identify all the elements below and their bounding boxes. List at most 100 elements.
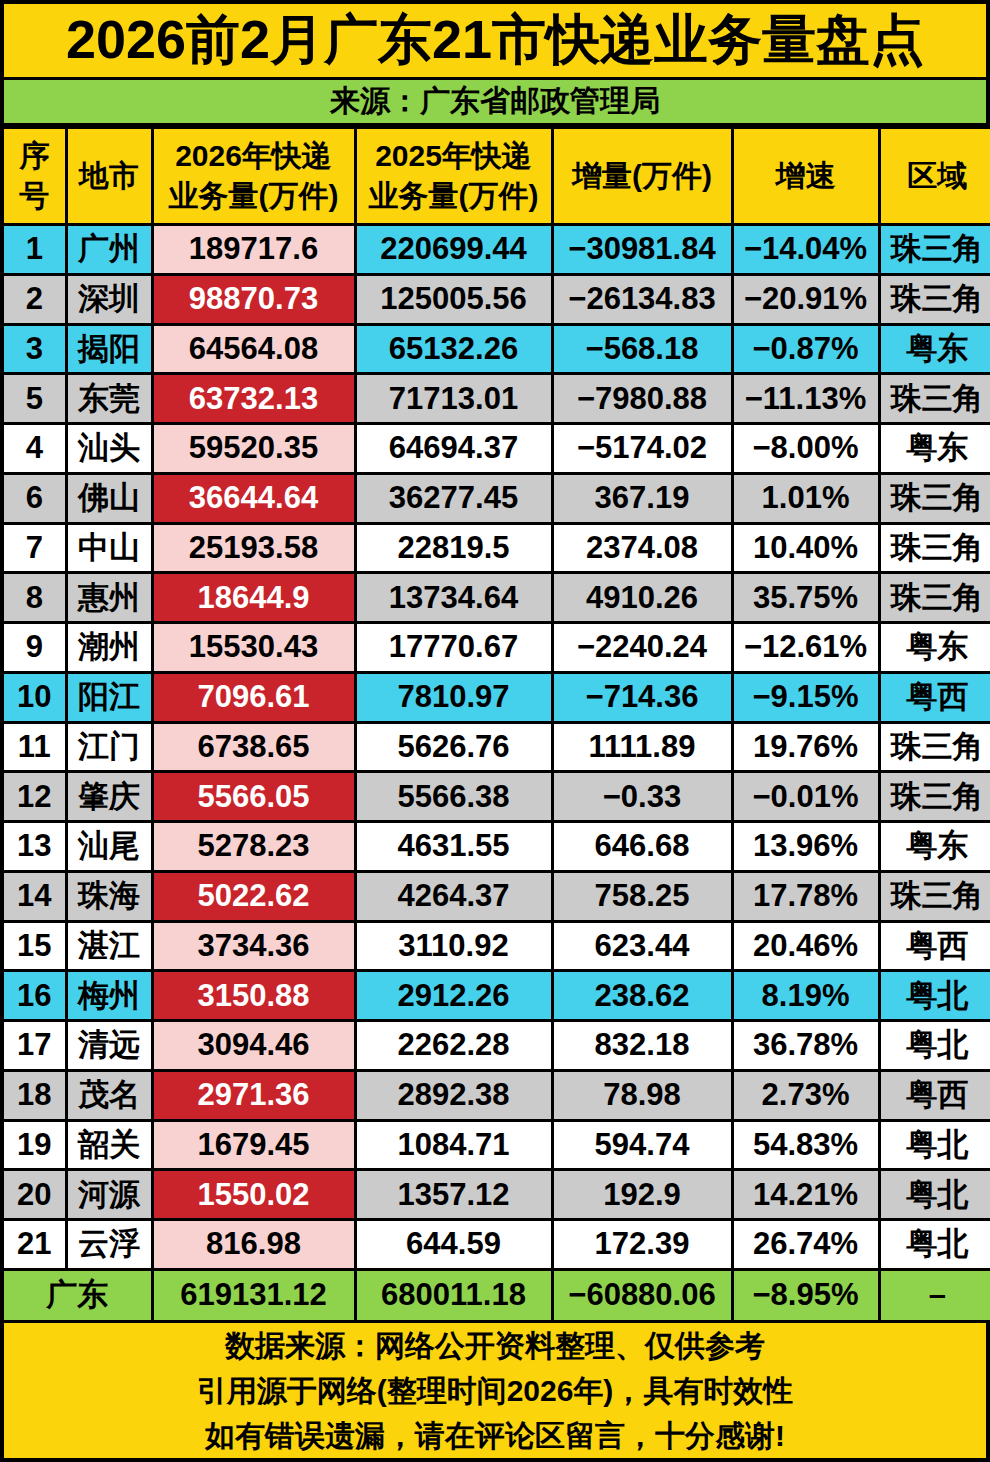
volume-2026: 63732.13 (152, 374, 355, 424)
row-number: 16 (4, 971, 66, 1021)
table-row: 9潮州15530.4317770.67−2240.24−12.61%粤东 (4, 623, 990, 673)
city-name: 韶关 (66, 1120, 152, 1170)
table-row: 6佛山36644.6436277.45367.191.01%珠三角 (4, 473, 990, 523)
volume-2026: 2971.36 (152, 1070, 355, 1120)
city-name: 江门 (66, 722, 152, 772)
region-name: 珠三角 (879, 473, 990, 523)
table-row: 10阳江7096.617810.97−714.36−9.15%粤西 (4, 672, 990, 722)
delta-value: 623.44 (552, 921, 732, 971)
delta-value: 758.25 (552, 871, 732, 921)
table-row: 18茂名2971.362892.3878.982.73%粤西 (4, 1070, 990, 1120)
page-title: 2026前2月广东21市快递业务量盘点 (4, 4, 986, 80)
row-number: 13 (4, 822, 66, 872)
growth-rate: −11.13% (732, 374, 879, 424)
total-region: – (879, 1269, 990, 1321)
region-name: 珠三角 (879, 274, 990, 324)
volume-2025: 1084.71 (355, 1120, 552, 1170)
growth-rate: −0.01% (732, 772, 879, 822)
volume-2025: 13734.64 (355, 573, 552, 623)
volume-2025: 7810.97 (355, 672, 552, 722)
city-name: 茂名 (66, 1070, 152, 1120)
volume-2025: 71713.01 (355, 374, 552, 424)
volume-2025: 644.59 (355, 1220, 552, 1270)
volume-2026: 6738.65 (152, 722, 355, 772)
row-number: 9 (4, 623, 66, 673)
page: 2026前2月广东21市快递业务量盘点 来源：广东省邮政管理局 序 号 地市 2… (0, 0, 990, 1462)
table-row: 12肇庆5566.055566.38−0.33−0.01%珠三角 (4, 772, 990, 822)
express-volume-table: 序 号 地市 2026年快递 业务量(万件) 2025年快递 业务量(万件) 增… (4, 126, 990, 1323)
volume-2025: 4631.55 (355, 822, 552, 872)
region-name: 粤北 (879, 1220, 990, 1270)
table-row: 2深圳98870.73125005.56−26134.83−20.91%珠三角 (4, 274, 990, 324)
volume-2026: 5022.62 (152, 871, 355, 921)
total-delta: −60880.06 (552, 1269, 732, 1321)
region-name: 珠三角 (879, 772, 990, 822)
delta-value: 1111.89 (552, 722, 732, 772)
total-volume-2025: 680011.18 (355, 1269, 552, 1321)
delta-value: −2240.24 (552, 623, 732, 673)
delta-value: 2374.08 (552, 523, 732, 573)
volume-2025: 5566.38 (355, 772, 552, 822)
city-name: 汕尾 (66, 822, 152, 872)
header-region: 区域 (879, 128, 990, 225)
city-name: 湛江 (66, 921, 152, 971)
volume-2025: 220699.44 (355, 225, 552, 275)
delta-value: −0.33 (552, 772, 732, 822)
region-name: 珠三角 (879, 523, 990, 573)
row-number: 10 (4, 672, 66, 722)
row-number: 11 (4, 722, 66, 772)
footer-note: 数据来源：网络公开资料整理、仅供参考 引用源于网络(整理时间2026年)，具有时… (4, 1323, 986, 1458)
delta-value: 192.9 (552, 1170, 732, 1220)
city-name: 汕头 (66, 424, 152, 474)
growth-rate: −0.87% (732, 324, 879, 374)
city-name: 广州 (66, 225, 152, 275)
row-number: 18 (4, 1070, 66, 1120)
volume-2026: 5278.23 (152, 822, 355, 872)
table-row: 14珠海5022.624264.37758.2517.78%珠三角 (4, 871, 990, 921)
volume-2025: 2262.28 (355, 1021, 552, 1071)
region-name: 珠三角 (879, 871, 990, 921)
volume-2026: 59520.35 (152, 424, 355, 474)
total-row: 广东 619131.12 680011.18 −60880.06 −8.95% … (4, 1269, 990, 1321)
region-name: 粤北 (879, 1021, 990, 1071)
city-name: 梅州 (66, 971, 152, 1021)
growth-rate: −12.61% (732, 623, 879, 673)
row-number: 8 (4, 573, 66, 623)
table-row: 17清远3094.462262.28832.1836.78%粤北 (4, 1021, 990, 1071)
growth-rate: 10.40% (732, 523, 879, 573)
total-label: 广东 (4, 1269, 152, 1321)
table-row: 16梅州3150.882912.26238.628.19%粤北 (4, 971, 990, 1021)
row-number: 19 (4, 1120, 66, 1170)
row-number: 3 (4, 324, 66, 374)
growth-rate: 36.78% (732, 1021, 879, 1071)
city-name: 揭阳 (66, 324, 152, 374)
growth-rate: −9.15% (732, 672, 879, 722)
growth-rate: 20.46% (732, 921, 879, 971)
table-row: 7中山25193.5822819.52374.0810.40%珠三角 (4, 523, 990, 573)
city-name: 东莞 (66, 374, 152, 424)
growth-rate: 17.78% (732, 871, 879, 921)
table-row: 20河源1550.021357.12192.914.21%粤北 (4, 1170, 990, 1220)
region-name: 粤东 (879, 623, 990, 673)
region-name: 粤东 (879, 424, 990, 474)
region-name: 珠三角 (879, 722, 990, 772)
volume-2025: 3110.92 (355, 921, 552, 971)
growth-rate: −8.00% (732, 424, 879, 474)
delta-value: 594.74 (552, 1120, 732, 1170)
delta-value: −5174.02 (552, 424, 732, 474)
volume-2026: 1679.45 (152, 1120, 355, 1170)
row-number: 5 (4, 374, 66, 424)
table-row: 13汕尾5278.234631.55646.6813.96%粤东 (4, 822, 990, 872)
growth-rate: 2.73% (732, 1070, 879, 1120)
volume-2026: 7096.61 (152, 672, 355, 722)
growth-rate: 26.74% (732, 1220, 879, 1270)
header-growth-rate: 增速 (732, 128, 879, 225)
volume-2025: 5626.76 (355, 722, 552, 772)
row-number: 17 (4, 1021, 66, 1071)
city-name: 中山 (66, 523, 152, 573)
header-volume-2025: 2025年快递 业务量(万件) (355, 128, 552, 225)
volume-2026: 816.98 (152, 1220, 355, 1270)
growth-rate: 19.76% (732, 722, 879, 772)
volume-2026: 189717.6 (152, 225, 355, 275)
row-number: 6 (4, 473, 66, 523)
